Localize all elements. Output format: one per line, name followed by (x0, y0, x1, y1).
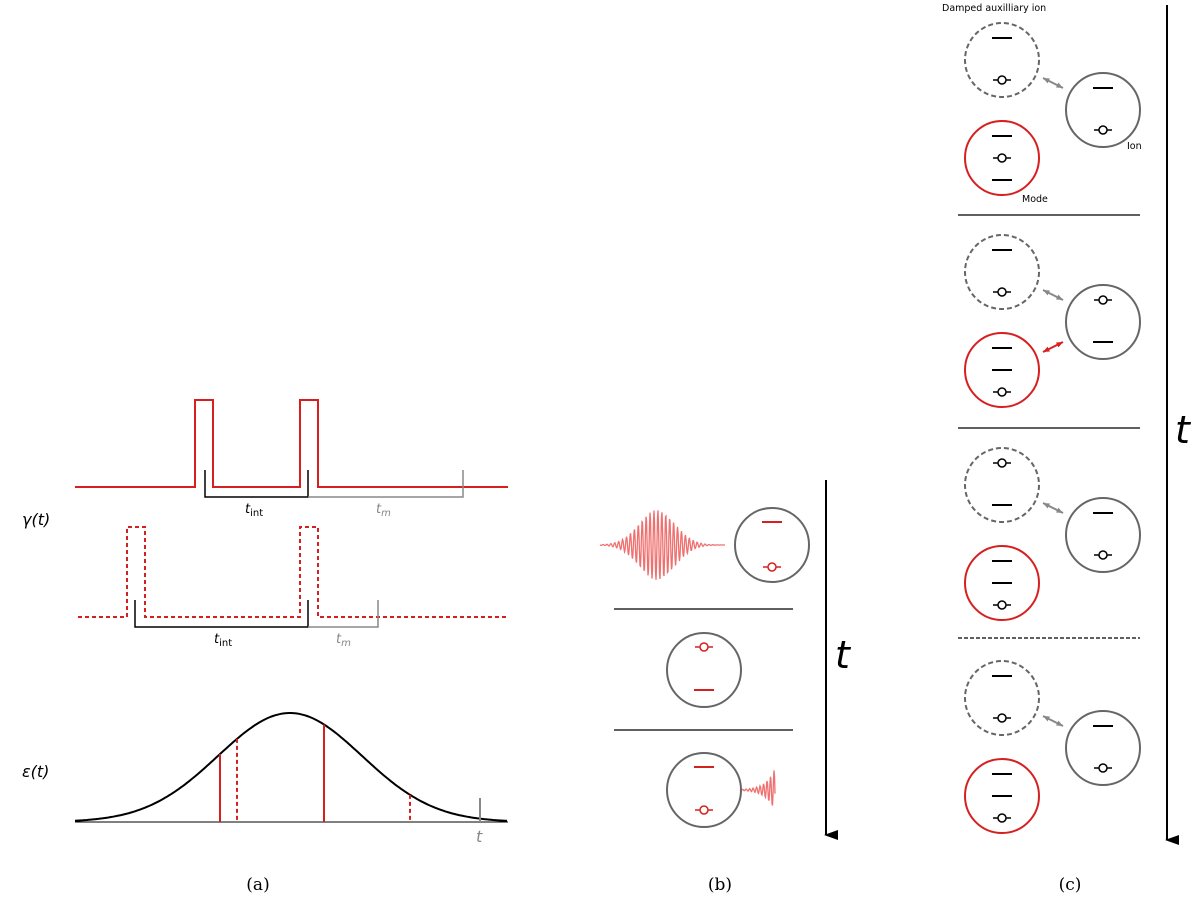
sample-lines (219, 724, 411, 822)
state (997, 75, 1007, 85)
state (1098, 125, 1108, 135)
mode-label: Mode (1022, 194, 1048, 205)
ion-label: Ion (1127, 141, 1142, 152)
pulse-trace (75, 399, 508, 488)
gamma-label: γ(t) (22, 510, 50, 529)
state (1098, 763, 1108, 773)
t-m-label: tm (376, 502, 391, 519)
caption: (c) (1059, 875, 1082, 895)
arrow-head (1056, 720, 1063, 726)
state (997, 600, 1007, 610)
ion-circle (964, 758, 1040, 834)
ion-circle (666, 632, 742, 708)
t-int-label: tint (214, 632, 232, 649)
ion-circle (666, 752, 742, 828)
ion-circle (1065, 72, 1141, 148)
bracket (134, 600, 309, 628)
state (997, 287, 1007, 297)
ion-circle (964, 234, 1040, 310)
gaussian (74, 712, 508, 822)
ion-circle (1065, 497, 1141, 573)
ion-circle (964, 545, 1040, 621)
ion-circle (964, 22, 1040, 98)
state (997, 813, 1007, 823)
state (1098, 550, 1108, 560)
state (767, 562, 777, 572)
bracket (308, 470, 464, 498)
arrow-head (1043, 78, 1050, 84)
t-int-label: tint (245, 502, 263, 519)
state (997, 458, 1007, 468)
arrow-head (1043, 503, 1050, 509)
time-label: t (1175, 408, 1192, 452)
arrow-head (1056, 294, 1063, 300)
t-m-label: tm (336, 632, 351, 649)
state (699, 642, 709, 652)
state (997, 387, 1007, 397)
state (1098, 295, 1108, 305)
time-label: t (476, 827, 483, 846)
arrow-head (1056, 82, 1063, 88)
arrow-head (1056, 342, 1063, 348)
caption: (b) (708, 875, 732, 895)
auxiliary-label: Damped auxilliary ion (942, 3, 1046, 14)
state (997, 153, 1007, 163)
time-label: t (835, 633, 852, 677)
state (699, 805, 709, 815)
diagram-shapes (666, 22, 1141, 834)
epsilon-label: ε(t) (22, 762, 49, 781)
ion-circle (964, 332, 1040, 408)
state (997, 713, 1007, 723)
pulse-trace-dashed (78, 526, 508, 618)
ion-circle (964, 447, 1040, 523)
arrow-head (1056, 507, 1063, 513)
emission (739, 770, 776, 806)
arrow-head (1043, 290, 1050, 296)
ion-circle (964, 660, 1040, 736)
ion-circle (734, 507, 810, 583)
caption: (a) (246, 875, 269, 895)
bracket (204, 470, 309, 498)
ion-circle (1065, 284, 1141, 360)
arrow-head (1043, 346, 1050, 352)
wavepacket (599, 510, 725, 580)
ion-circle (1065, 710, 1141, 786)
bracket (308, 600, 379, 628)
ion-circle (964, 120, 1040, 196)
arrow-head (1043, 716, 1050, 722)
